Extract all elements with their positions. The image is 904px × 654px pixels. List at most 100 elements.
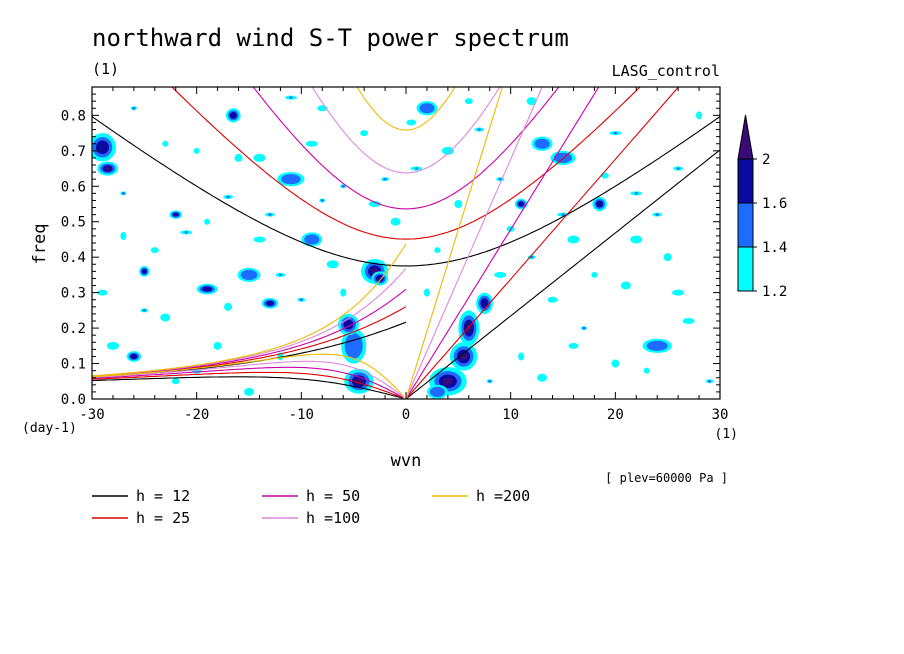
dispersion-curve-50-ig	[252, 87, 560, 210]
power-speck-core	[676, 167, 680, 170]
power-speck	[160, 313, 171, 322]
power-speck	[696, 111, 703, 120]
chart-subtitle-left: (1)	[92, 60, 119, 78]
x-tick-label: 30	[712, 407, 729, 423]
power-speck	[171, 378, 180, 385]
colorbar: 1.2 1.4 1.6 2	[737, 114, 787, 300]
chart-title: northward wind S-T power spectrum	[92, 24, 569, 52]
power-speck	[454, 200, 463, 208]
dispersion-curve-50-er	[92, 366, 404, 399]
legend-label-100: h =100	[306, 509, 360, 527]
colorbar-label: 1.4	[762, 240, 787, 256]
y-unit-label: (day-1)	[22, 421, 77, 436]
power-speck	[611, 359, 620, 368]
power-blob-level-2	[480, 298, 489, 309]
x-tick-label: 20	[607, 407, 624, 423]
power-speck-core	[121, 192, 125, 195]
power-speck	[568, 342, 579, 349]
power-speck	[567, 235, 580, 244]
power-speck	[434, 247, 441, 254]
power-blob-level-1	[304, 234, 320, 245]
power-speck	[360, 130, 369, 137]
power-blob-level-1	[419, 103, 435, 114]
power-speck-core	[488, 380, 492, 383]
power-blob-level-3	[104, 166, 111, 171]
power-speck	[547, 296, 558, 303]
dispersion-curve-100-ig	[311, 87, 501, 174]
power-speck	[682, 318, 695, 324]
y-tick-label: 0.1	[61, 357, 86, 373]
power-speck	[120, 231, 127, 240]
power-speck-core	[268, 213, 272, 216]
power-speck	[441, 146, 454, 155]
power-speck	[106, 341, 119, 350]
power-speck	[253, 153, 266, 162]
dispersion-curve-12-er	[92, 376, 404, 399]
power-speck-core	[341, 185, 345, 188]
power-speck-core	[477, 128, 481, 131]
power-speck	[406, 119, 417, 126]
dispersion-curve-12-ig	[92, 116, 720, 267]
power-contours	[92, 95, 714, 399]
dispersion-curve-100-er	[92, 360, 404, 398]
axis-ticks: -30 -20 -10 0 10 20 30 0.0 0.1 0.2 0.3 0.4 0.5 0.6 0.7…	[61, 87, 729, 423]
power-blob-level-2	[518, 201, 525, 207]
dispersion-curve-200-ig	[356, 87, 456, 131]
colorbar-label: 1.2	[762, 284, 787, 300]
power-blob-level-2	[130, 353, 138, 360]
legend-label-12: h = 12	[136, 487, 190, 505]
colorbar-extend-triangle	[737, 114, 754, 160]
power-speck	[368, 201, 381, 207]
power-speck	[518, 352, 525, 361]
x-axis-label: wvn	[391, 451, 422, 471]
power-speck-core	[184, 231, 188, 234]
power-speck	[600, 172, 609, 179]
power-blob-level-2	[95, 140, 109, 155]
legend: h = 12 h = 25 h = 50 h =100 h =200	[92, 487, 530, 527]
power-speck-core	[226, 195, 230, 199]
colorbar-box-1	[737, 202, 754, 248]
legend-label-200: h =200	[476, 487, 530, 505]
power-speck-core	[320, 199, 324, 202]
power-speck-core	[132, 107, 136, 110]
power-speck	[204, 218, 211, 225]
power-speck-core	[561, 213, 565, 216]
power-speck	[234, 153, 243, 162]
legend-label-50: h = 50	[306, 487, 360, 505]
y-tick-label: 0.6	[61, 179, 86, 195]
legend-label-25: h = 25	[136, 509, 190, 527]
power-blob-level-1	[429, 386, 445, 398]
y-tick-label: 0.2	[61, 321, 86, 337]
dispersion-curve-25-er	[92, 371, 404, 399]
power-speck	[630, 235, 643, 244]
colorbar-box-2	[737, 158, 754, 204]
power-blob-level-2	[375, 275, 384, 282]
y-tick-label: 0.3	[61, 286, 86, 302]
power-speck	[494, 271, 507, 278]
power-speck	[340, 288, 347, 297]
dispersion-curve-25-kelvin	[405, 87, 680, 399]
plot-frame	[91, 86, 721, 400]
power-speck	[193, 147, 200, 154]
power-speck	[526, 97, 537, 106]
power-speck-core	[289, 96, 293, 99]
colorbar-label: 2	[762, 152, 770, 168]
power-blob-level-2	[141, 268, 147, 274]
dispersion-curve-50-kelvin	[405, 87, 600, 399]
dispersion-curve-200-mrg	[92, 243, 407, 377]
power-speck	[423, 288, 430, 297]
power-blob-level-1	[646, 340, 668, 351]
dispersion-curve-200-kelvin	[405, 87, 503, 399]
power-speck	[663, 253, 672, 262]
power-speck	[620, 281, 631, 290]
power-blob-level-2	[229, 111, 237, 119]
power-blob-level-2	[172, 212, 179, 217]
power-speck	[672, 289, 685, 296]
power-speck	[643, 367, 650, 374]
x-tick-label: -20	[184, 407, 209, 423]
colorbar-label: 1.6	[762, 196, 787, 212]
power-blob-level-3	[442, 377, 453, 385]
power-speck-core	[498, 177, 502, 181]
power-blob-level-1	[240, 269, 258, 281]
